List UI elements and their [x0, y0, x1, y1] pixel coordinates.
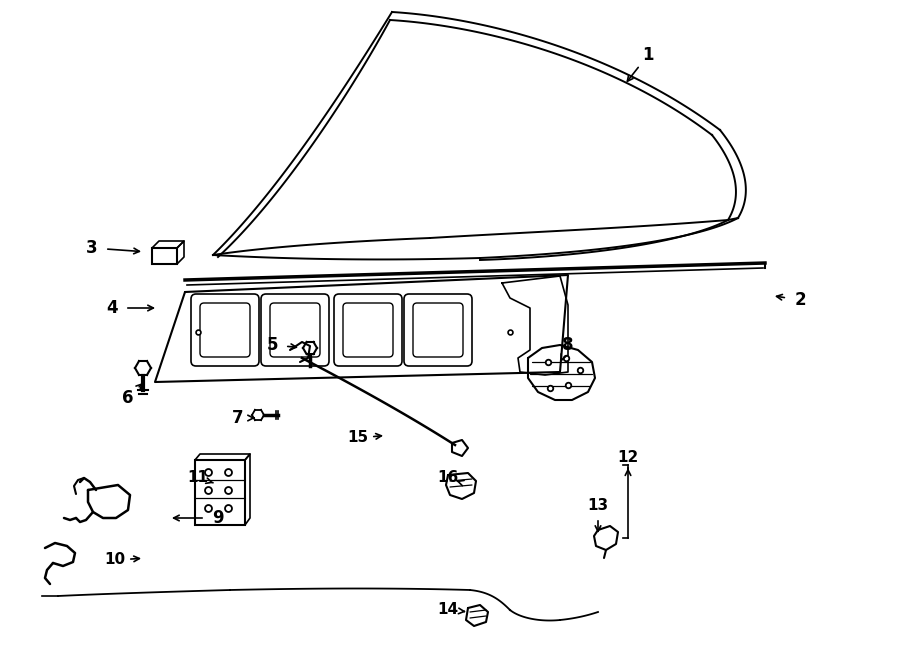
FancyBboxPatch shape [261, 294, 329, 366]
Text: 11: 11 [187, 471, 209, 485]
Text: 5: 5 [266, 336, 278, 354]
Text: 15: 15 [347, 430, 369, 446]
FancyBboxPatch shape [343, 303, 393, 357]
Text: 16: 16 [437, 471, 459, 485]
Text: 14: 14 [437, 602, 459, 617]
Text: 13: 13 [588, 498, 608, 512]
FancyBboxPatch shape [200, 303, 250, 357]
FancyBboxPatch shape [404, 294, 472, 366]
Text: 6: 6 [122, 389, 134, 407]
Text: 12: 12 [617, 451, 639, 465]
Text: 4: 4 [106, 299, 118, 317]
Text: 10: 10 [104, 553, 126, 568]
Text: 9: 9 [212, 509, 224, 527]
FancyBboxPatch shape [191, 294, 259, 366]
FancyBboxPatch shape [334, 294, 402, 366]
FancyBboxPatch shape [413, 303, 463, 357]
Bar [195, 460, 245, 525]
Text: 3: 3 [86, 239, 98, 257]
Bar [152, 248, 177, 264]
Text: 1: 1 [643, 46, 653, 64]
FancyBboxPatch shape [270, 303, 320, 357]
Text: 2: 2 [794, 291, 806, 309]
Text: 7: 7 [232, 409, 244, 427]
Text: 8: 8 [562, 336, 574, 354]
